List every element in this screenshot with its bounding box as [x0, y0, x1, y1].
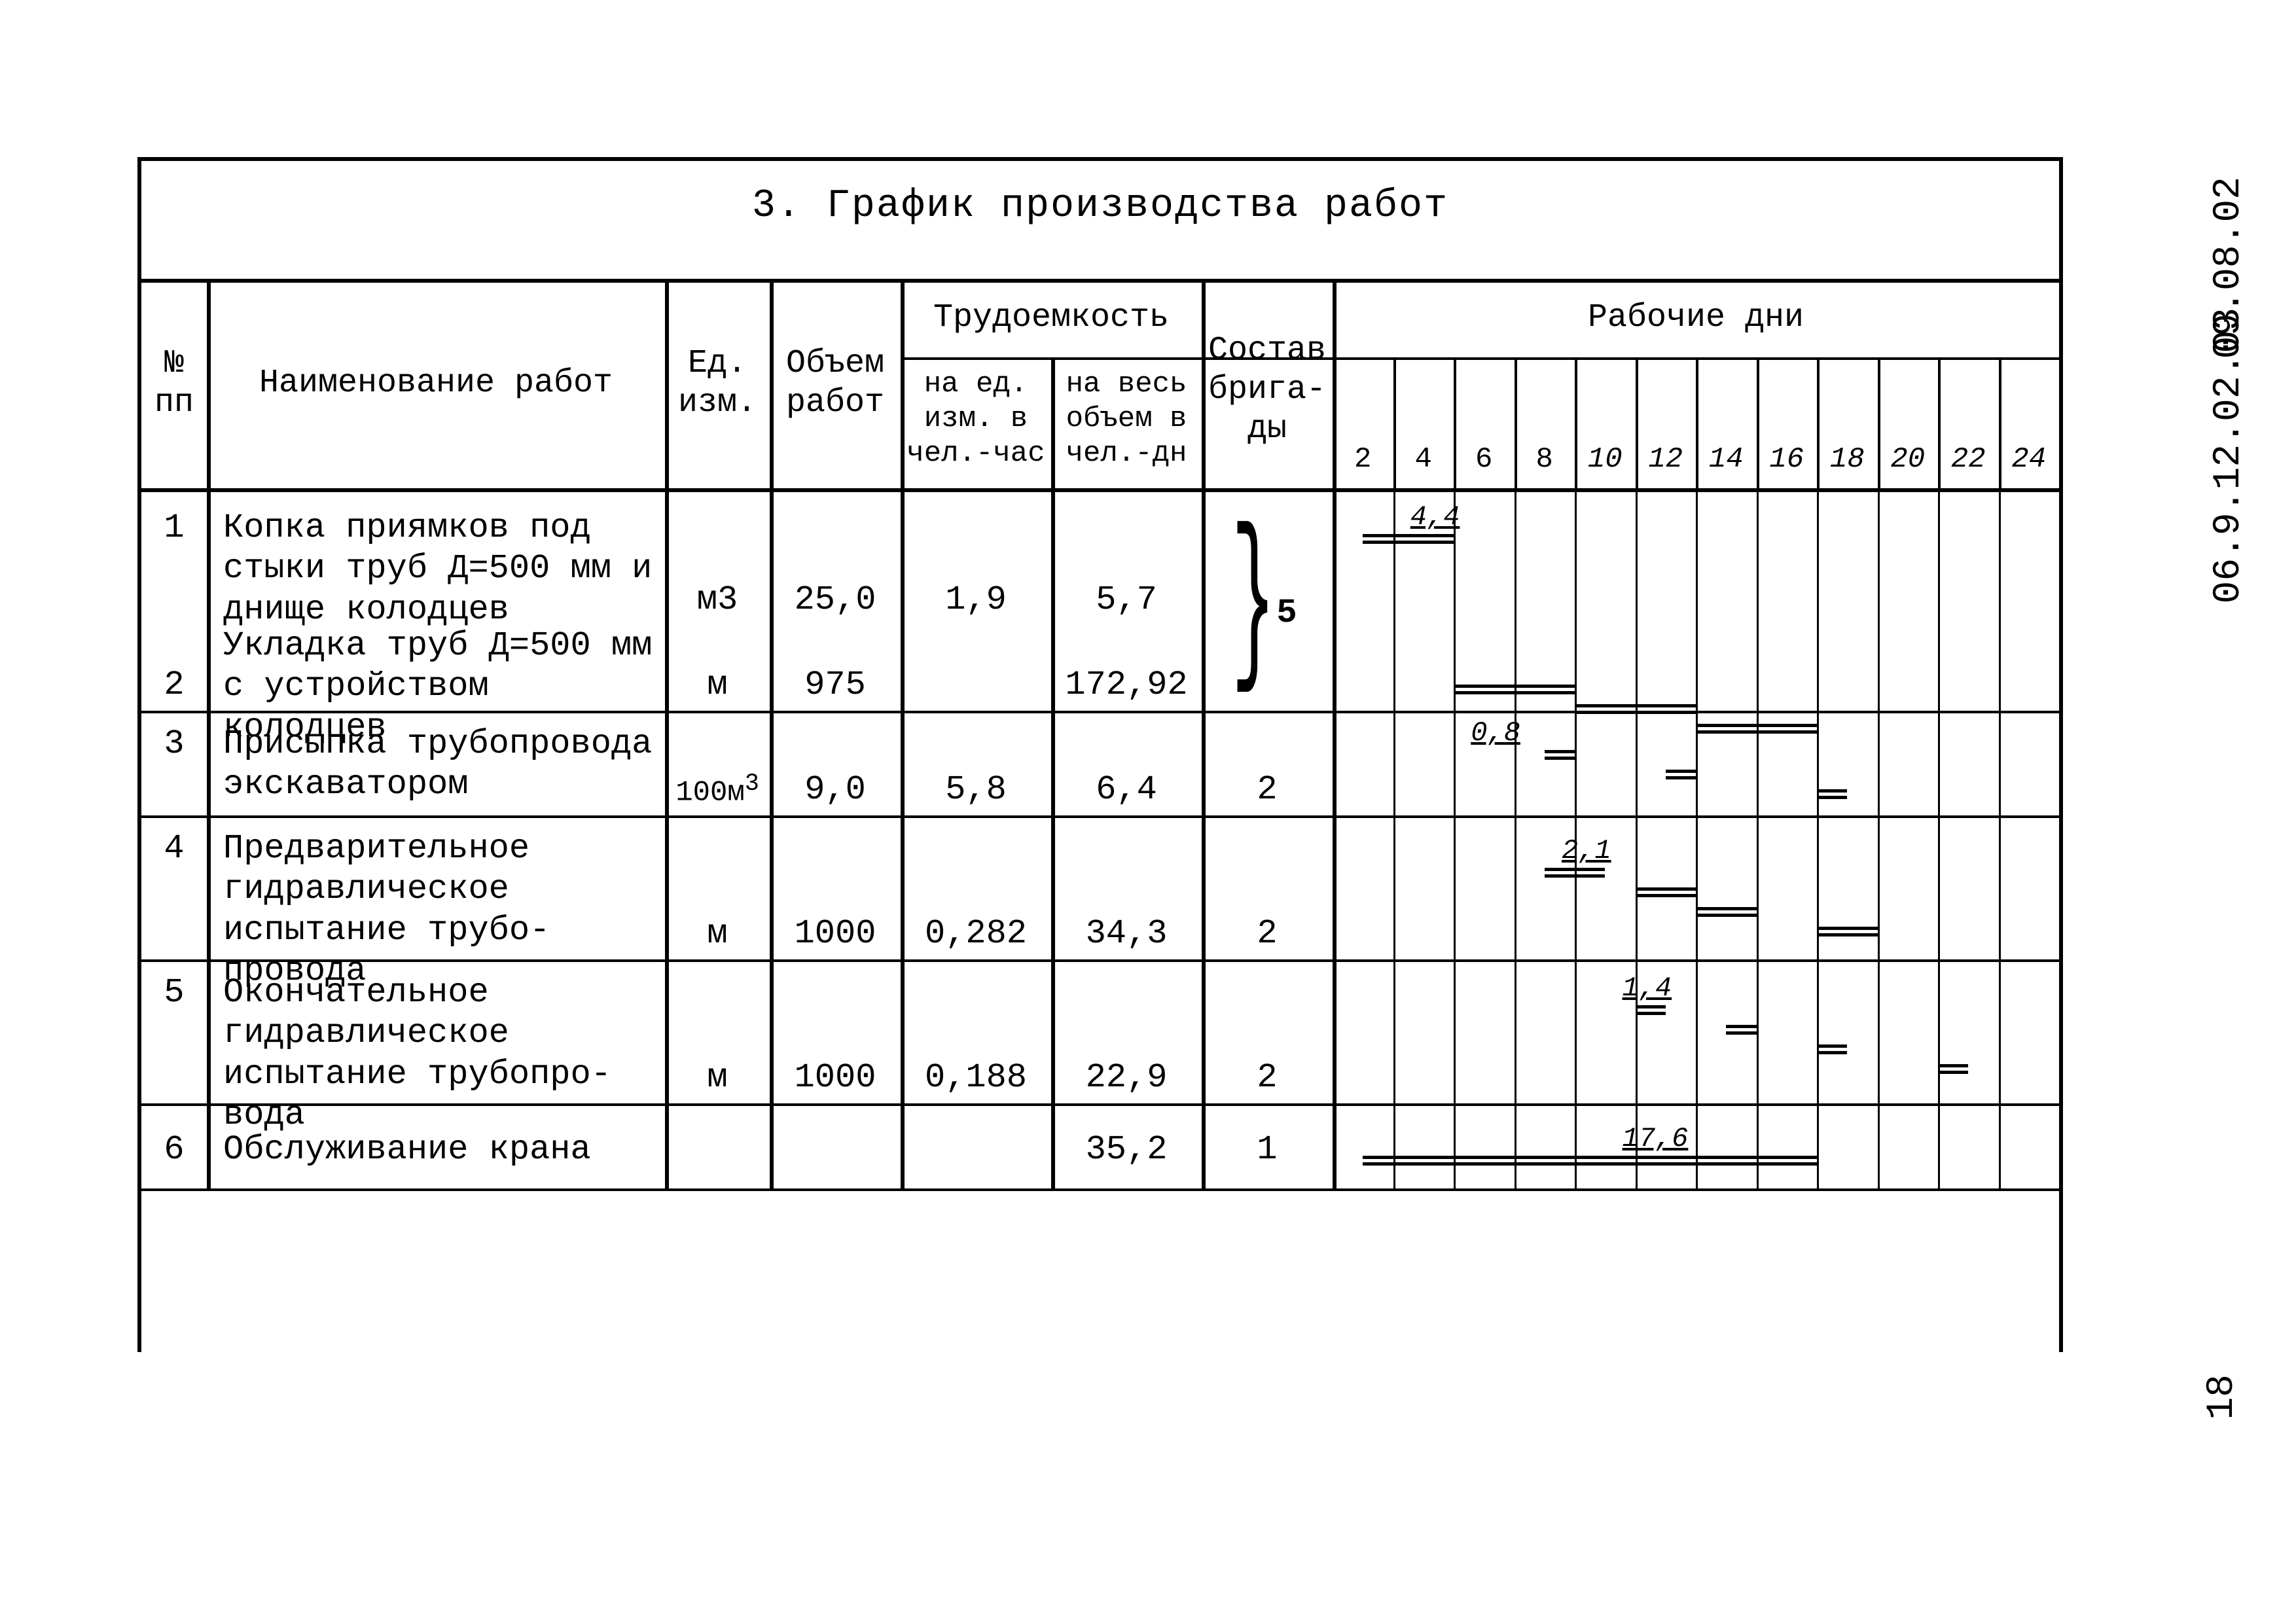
row-labor-unit: 5,8: [901, 770, 1051, 810]
gantt-bar: [1696, 907, 1757, 916]
row-volume: 9,0: [770, 770, 901, 810]
row-name: Обслуживание крана: [223, 1130, 655, 1170]
row-labor-total: 34,3: [1051, 914, 1202, 954]
side-code-bottom: 06.9.12.02.03: [2208, 308, 2250, 603]
day-tick-label: 24: [1999, 442, 2060, 477]
gantt-bar: [1817, 789, 1847, 798]
row-crew: 2: [1202, 1058, 1333, 1098]
row-crew: 2: [1202, 770, 1333, 810]
col-unit-header: Ед.изм.: [665, 344, 770, 423]
col-crew-header: Составбрига-ды: [1202, 331, 1333, 449]
day-tick-label: 20: [1878, 442, 1939, 477]
gantt-bar: [1636, 1005, 1666, 1014]
row-unit: м3: [665, 580, 770, 620]
row-labor-unit: 0,188: [901, 1058, 1051, 1098]
gantt-bar-label: 1,4: [1623, 972, 1672, 1004]
day-tick-label: 8: [1515, 442, 1575, 477]
gantt-bar-label: 0,8: [1471, 717, 1520, 749]
gantt-bar: [1545, 868, 1605, 877]
gantt-bar-label: 17,6: [1623, 1123, 1689, 1154]
row-no: 3: [141, 724, 207, 764]
col-name-header: Наименование работ: [207, 364, 665, 403]
gantt-bar: [1817, 927, 1878, 936]
day-tick-label: 22: [1938, 442, 1999, 477]
row-crew: 1: [1202, 1130, 1333, 1170]
page: 09.08.02 06.9.12.02.03 18 3. График прои…: [0, 0, 2296, 1623]
row-volume: 1000: [770, 914, 901, 954]
gantt-bar: [1938, 1064, 1968, 1073]
day-tick-label: 16: [1757, 442, 1818, 477]
gantt-bar: [1666, 770, 1696, 779]
row-no: 4: [141, 829, 207, 869]
row-no: 2: [141, 665, 207, 705]
row-volume: 25,0: [770, 580, 901, 620]
gantt-bar: [1454, 685, 1575, 694]
outer-frame: 3. График производства работ №пп Наимено…: [137, 157, 2063, 1352]
gantt-bar: [1363, 534, 1454, 543]
gantt-bar-label: 4,4: [1410, 501, 1460, 533]
day-tick-label: 2: [1333, 442, 1393, 477]
col-labor-total-header: на весьобъем вчел.-дн: [1051, 367, 1202, 471]
day-tick-label: 4: [1393, 442, 1454, 477]
row-labor-unit: 0,282: [901, 914, 1051, 954]
row-labor-total: 172,92: [1051, 665, 1202, 705]
col-no-header: №пп: [141, 344, 207, 423]
gantt-bar: [1575, 704, 1696, 713]
row-no: 5: [141, 972, 207, 1013]
gantt-bar: [1545, 750, 1575, 759]
row-name: Присыпка трубопровода экскаватором: [223, 724, 655, 806]
row-no: 1: [141, 508, 207, 548]
row-unit: м: [665, 665, 770, 705]
row-labor-total: 22,9: [1051, 1058, 1202, 1098]
day-tick-label: 14: [1696, 442, 1757, 477]
row-crew: 2: [1202, 914, 1333, 954]
table: №пп Наименование работ Ед.изм. Объемрабо…: [141, 279, 2059, 1293]
page-number: 18: [2201, 1374, 2244, 1420]
row-crew: 5: [1241, 593, 1333, 633]
row-name: Предварительное гидравли­ческое испытани…: [223, 829, 655, 992]
row-name: Окончательное гидравличес­кое испытание …: [223, 972, 655, 1136]
col-volume-header: Объемработ: [770, 344, 901, 423]
gantt-bar: [1726, 1025, 1756, 1034]
day-tick-label: 6: [1454, 442, 1515, 477]
gantt-bar: [1817, 1044, 1847, 1054]
gantt-bar-label: 2,1: [1562, 835, 1611, 866]
gantt-bar: [1696, 724, 1817, 733]
day-tick-label: 10: [1575, 442, 1636, 477]
day-tick-label: 12: [1636, 442, 1696, 477]
row-labor-total: 5,7: [1051, 580, 1202, 620]
col-labor-unit-header: на ед.изм. вчел.-час: [901, 367, 1051, 471]
day-tick-label: 18: [1817, 442, 1878, 477]
row-labor-total: 35,2: [1051, 1130, 1202, 1170]
col-days-header: Рабочие дни: [1333, 298, 2059, 338]
row-unit: м: [665, 1058, 770, 1098]
row-volume: 975: [770, 665, 901, 705]
row-unit: 100м3: [665, 770, 770, 810]
page-title: 3. График производства работ: [141, 184, 2059, 228]
col-labor-header: Трудоемкость: [901, 298, 1202, 338]
gantt-bar: [1636, 887, 1696, 897]
row-no: 6: [141, 1130, 207, 1170]
row-labor-total: 6,4: [1051, 770, 1202, 810]
row-labor-unit: 1,9: [901, 580, 1051, 620]
row-unit: м: [665, 914, 770, 954]
row-name: Копка приямков под стыки труб Д=500 мм и…: [223, 508, 655, 630]
gantt-bar: [1363, 1156, 1817, 1165]
row-volume: 1000: [770, 1058, 901, 1098]
